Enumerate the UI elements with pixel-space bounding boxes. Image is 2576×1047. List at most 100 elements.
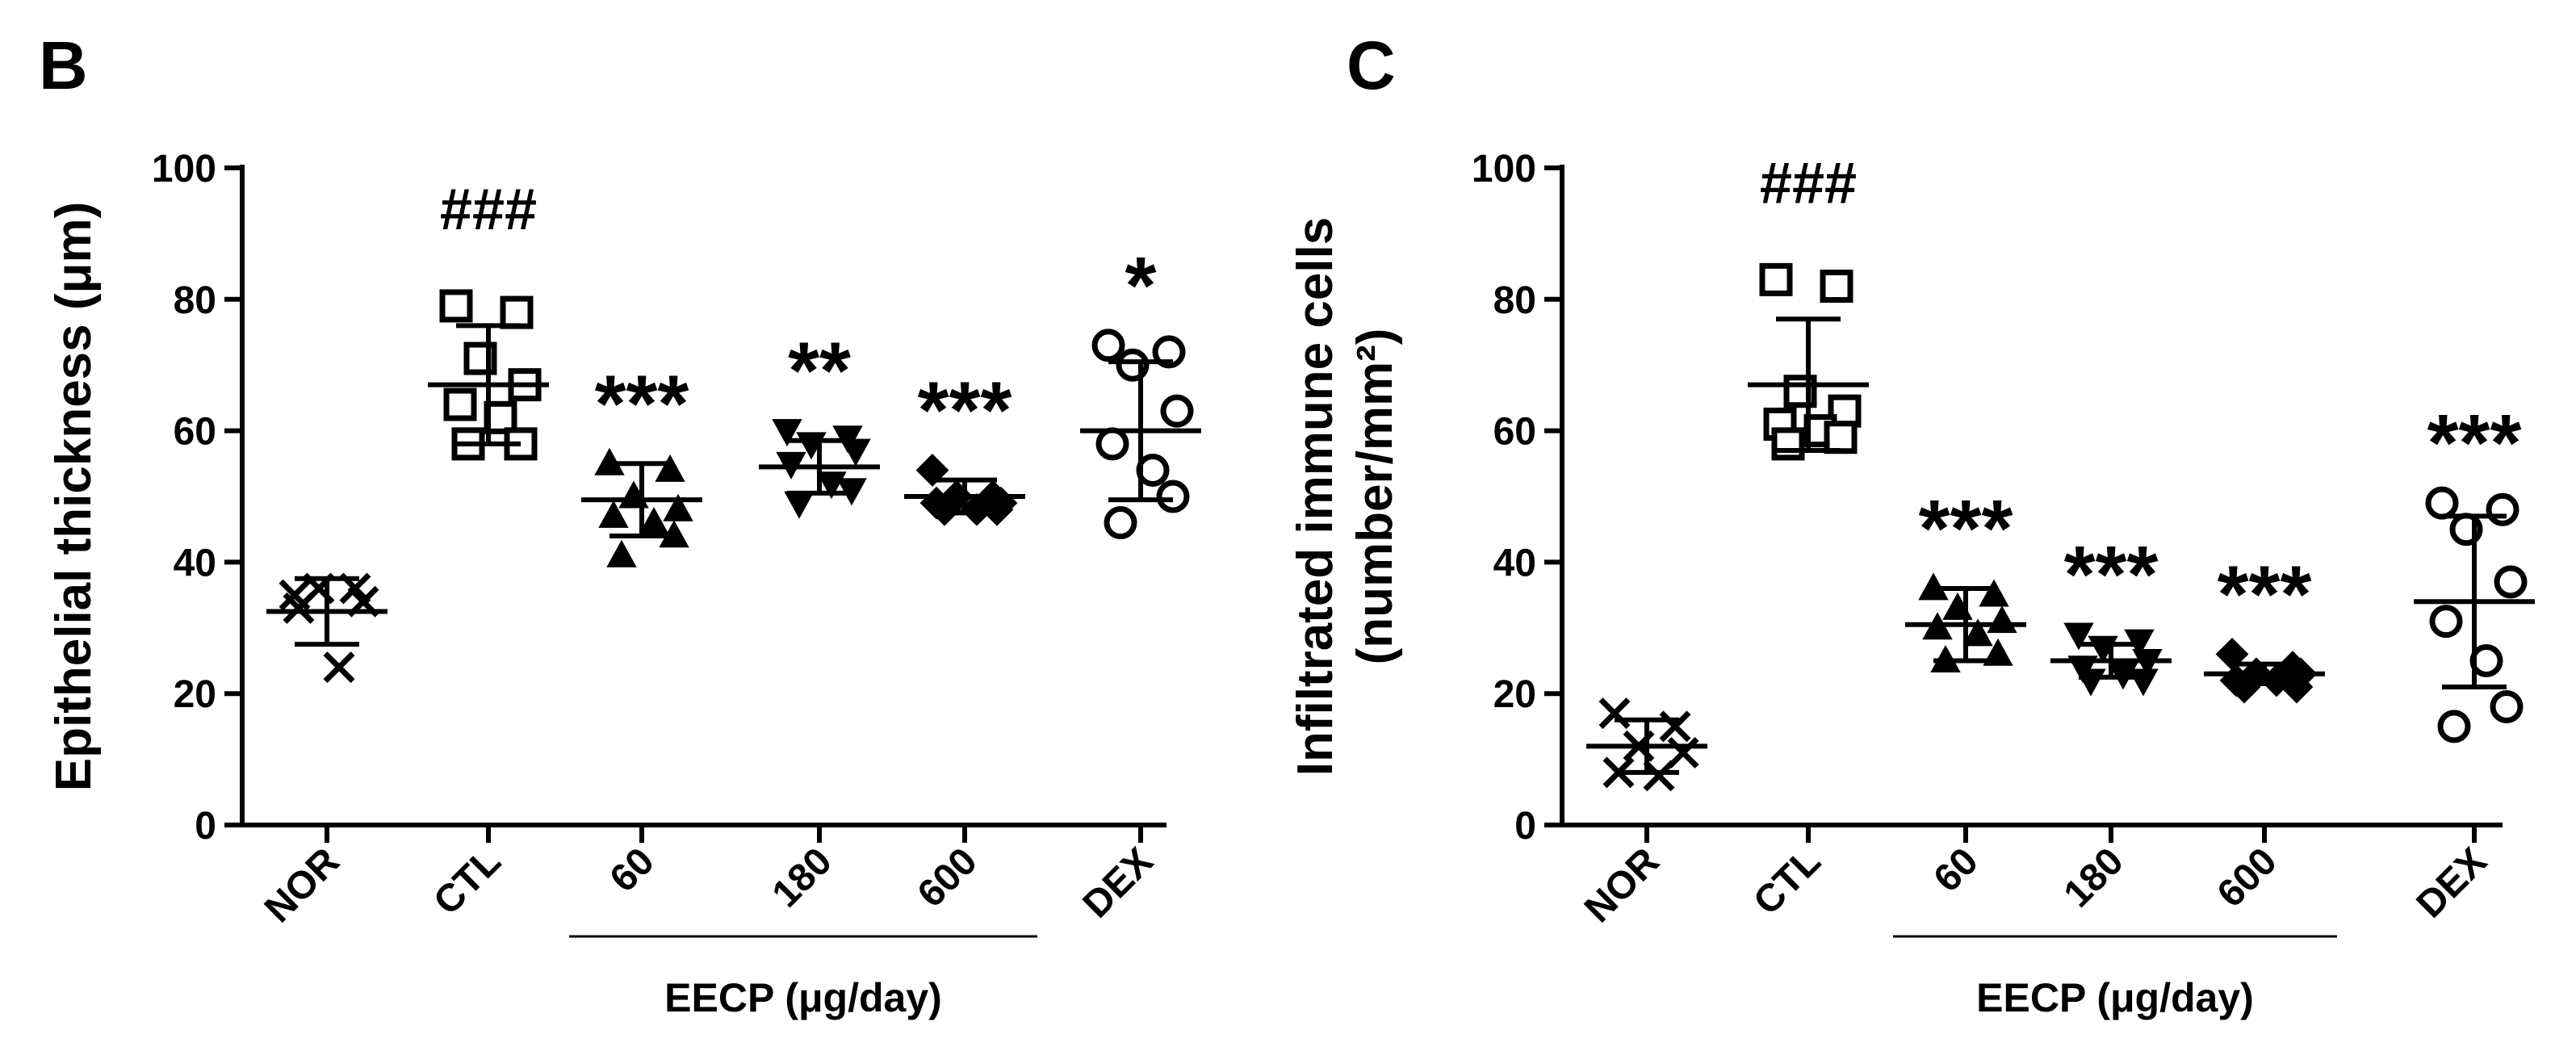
significance-mark: *** [595,358,689,449]
data-point [2425,486,2459,520]
significance-mark: *** [2218,549,2312,639]
x-tick-label: CTL [425,840,509,923]
x-tick-label: NOR [1577,840,1668,931]
data-point [2490,689,2524,723]
x-axis-title: EECP (μg/day) [1976,975,2254,1020]
group-ctl: ### [428,178,549,461]
data-point [655,454,685,482]
y-tick-label: 0 [1514,805,1536,848]
data-point [1104,506,1137,540]
data-point [1136,453,1170,487]
data-point [500,295,534,329]
y-axis-title-line: (number/mm²) [1347,329,1403,665]
x-axis-title: EECP (μg/day) [664,975,942,1020]
data-point [1643,760,1675,792]
data-point [1987,605,2017,634]
data-point [2063,622,2094,651]
data-point [1160,394,1194,428]
y-tick-label: 20 [1493,673,1536,716]
data-point [2486,492,2519,526]
x-tick-label: 180 [2056,840,2132,915]
group-60: *** [581,358,702,567]
y-tick-label: 40 [174,542,216,584]
group-nor [1586,697,1707,792]
data-point [323,651,355,684]
data-point [980,492,1014,526]
group-nor [266,572,387,684]
data-point [639,507,669,535]
data-point [1156,480,1190,513]
data-point [606,539,637,567]
y-tick-label: 60 [1493,411,1536,454]
x-tick-label: 60 [602,840,663,900]
y-tick-label: 0 [195,805,216,848]
data-point [663,493,693,521]
significance-mark: *** [2427,398,2522,488]
x-tick-label: DEX [1075,840,1162,926]
group-60: *** [1905,484,2026,672]
x-tick-label: 60 [1926,840,1987,900]
data-point [840,438,871,467]
data-point [618,480,649,509]
significance-mark: ** [788,326,851,417]
significance-mark: ### [1760,151,1857,216]
panel-label: C [1347,27,1396,103]
significance-mark: *** [918,365,1012,455]
y-tick-label: 80 [174,279,216,322]
data-point [1095,427,1129,461]
data-point [960,492,994,526]
y-tick-label: 100 [152,148,216,191]
data-point [1820,270,1853,304]
panel-label: B [39,27,88,103]
data-point [1942,592,1973,620]
data-point [1979,579,2009,607]
group-180: *** [2050,530,2172,697]
x-tick-label: 180 [764,840,840,915]
data-point [2429,605,2463,639]
x-tick-label: 600 [910,840,986,915]
data-point [1091,329,1125,362]
data-point [1659,710,1691,743]
data-point [2227,670,2261,704]
x-tick-label: CTL [1745,840,1828,923]
y-axis-title-line: Infiltrated immune cells [1288,217,1343,777]
y-tick-label: 100 [1472,148,1536,191]
y-tick-label: 80 [1493,279,1536,322]
group-ctl: ### [1748,151,1869,461]
data-point [928,492,961,526]
y-axis-title: Epithelial thickness (μm) [46,202,102,791]
data-point [1152,335,1186,369]
group-600: *** [2204,549,2325,704]
data-point [283,592,315,624]
data-point [1667,736,1699,768]
y-tick-label: 20 [174,673,216,716]
significance-mark: ### [440,178,537,242]
data-point [439,289,473,323]
data-point [443,387,477,421]
significance-mark: * [1125,241,1157,331]
x-tick-label: DEX [2409,840,2495,926]
data-point [1824,421,1858,454]
data-point [2075,668,2106,697]
group-180: ** [759,326,880,519]
data-point [784,491,815,519]
x-tick-label: NOR [257,840,348,931]
data-point [1759,262,1793,296]
group-dex: * [1080,241,1201,540]
data-point [598,500,629,528]
group-dex: *** [2414,398,2535,743]
panel-c: C 0 20 40 60 80 100 NOR CTL 60 180 600 DEX EECP (μg/d… [1288,27,2535,1020]
data-point [2128,668,2159,697]
data-point [484,400,517,434]
data-point [2494,565,2528,599]
panel-b: B 0 20 40 60 80 100 NOR CTL 60 180 600 DEX EECP (μg/d… [39,27,1201,1020]
significance-mark: *** [1919,484,2013,574]
data-point [1771,427,1805,461]
data-point [2280,670,2314,704]
data-point [1962,618,1993,647]
x-tick-label: 600 [2209,840,2285,915]
group-600: *** [904,365,1025,526]
y-tick-label: 40 [1493,542,1536,584]
data-point [1598,697,1631,730]
